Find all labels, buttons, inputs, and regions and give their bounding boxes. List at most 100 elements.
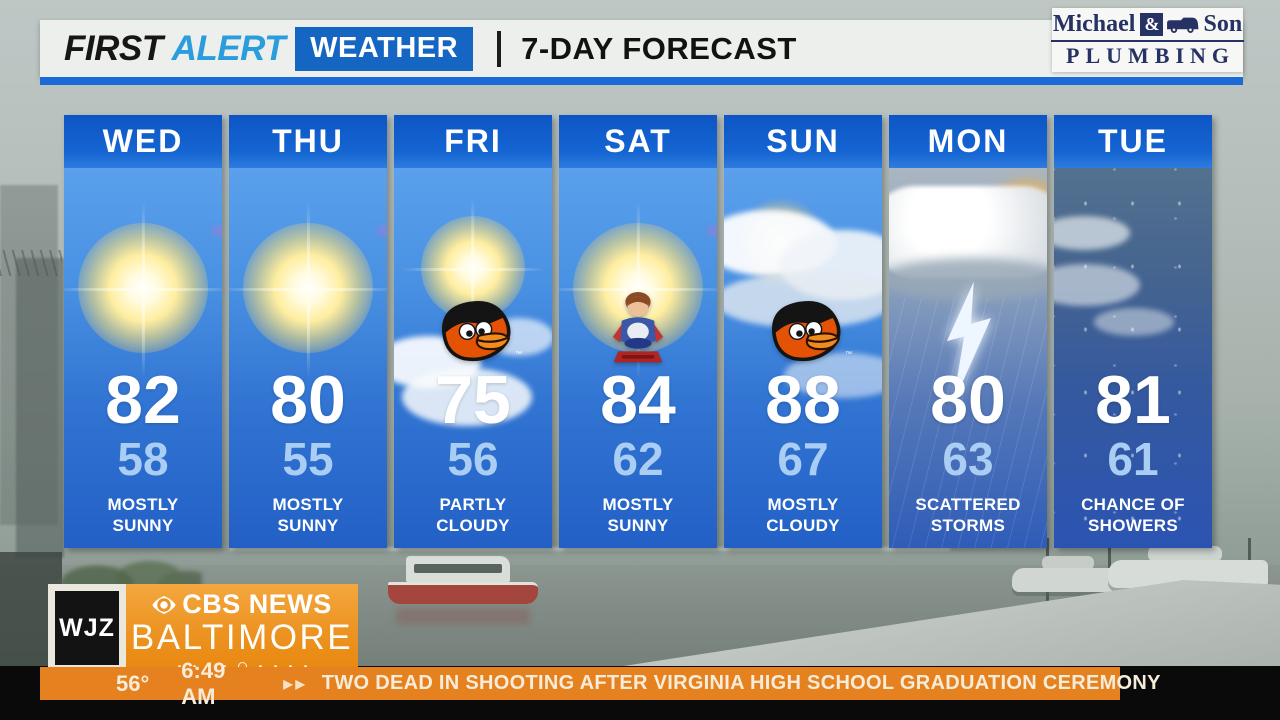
orioles-logo: ™: [760, 288, 852, 366]
low-temp: 63: [942, 433, 994, 486]
brand-alert: ALERT: [171, 28, 286, 68]
rooftop-lattice: [0, 250, 62, 276]
forecast-column-thu: THU 80 55 MOSTLY SUNNY: [229, 115, 387, 548]
ticker-arrows-icon: ▶▶: [283, 676, 308, 691]
rain-streaks: [889, 298, 1047, 548]
page-title: 7-DAY FORECAST: [521, 30, 797, 66]
rain-drops: [1054, 168, 1212, 548]
day-label: SAT: [559, 115, 717, 168]
lens-flare: [212, 226, 222, 236]
low-temp: 61: [1107, 433, 1159, 486]
condition-label: MOSTLY CLOUDY: [766, 495, 840, 535]
condition-label: PARTLY CLOUDY: [436, 495, 510, 535]
sponsor-name-right: Son: [1203, 11, 1243, 37]
cbs-news-row: CBS NEWS: [152, 589, 332, 620]
sponsor-name-left: Michael: [1052, 11, 1136, 37]
dot: [177, 665, 181, 668]
wjz-badge: WJZ: [48, 584, 126, 672]
temps-block: 81 61 CHANCE OF SHOWERS: [1077, 361, 1189, 536]
divider-bar: [497, 30, 502, 67]
dot: [258, 665, 262, 668]
market-name: BALTIMORE: [130, 618, 354, 657]
sky-panel-showers: 81 61 CHANCE OF SHOWERS: [1054, 168, 1212, 548]
dock-railing: [230, 547, 950, 551]
orioles-bird-icon: [441, 300, 511, 361]
condition-label: MOSTLY SUNNY: [602, 495, 674, 535]
low-temp: 58: [117, 433, 169, 486]
orioles-logo: ™: [430, 288, 522, 366]
forecast-column-fri: FRI: [394, 115, 552, 548]
first-alert-weather-logo: FIRST ALERT WEATHER: [64, 26, 474, 71]
temps-block: ™ 88 67 MOSTLY CLOUDY: [747, 288, 859, 536]
network-name: CBS NEWS: [182, 589, 332, 619]
sky-panel-storm: 80 63 SCATTERED STORMS: [889, 168, 1047, 548]
yacht: [1148, 546, 1222, 562]
bobblehead-icon: [612, 291, 664, 362]
day-label: TUE: [1054, 115, 1212, 168]
tour-boat: [388, 556, 538, 628]
low-temp: 55: [282, 433, 334, 486]
temps-block: 84 62 MOSTLY SUNNY: [582, 288, 694, 536]
low-temp: 62: [612, 433, 664, 486]
dot: [288, 665, 292, 668]
forecast-column-wed: WED 82 58 MOSTLY SUNNY: [64, 115, 222, 548]
high-temp: 80: [270, 361, 346, 438]
trademark-mark: ™: [845, 350, 852, 358]
orioles-bird-icon: [771, 300, 841, 361]
forecast-column-mon: MON 80 63 SCATTERED STORMS: [889, 115, 1047, 548]
condition-label: MOSTLY SUNNY: [107, 495, 179, 535]
temps-block: 80 63 SCATTERED STORMS: [912, 361, 1024, 536]
header-accent-line: [40, 77, 1243, 85]
yacht: [1042, 556, 1094, 570]
cloud-icon: [402, 368, 532, 426]
low-temp: 56: [447, 433, 499, 486]
day-label: SUN: [724, 115, 882, 168]
lens-flare: [707, 226, 717, 236]
sponsor-logo: Michael & Son PLUMBING: [1050, 8, 1245, 72]
brand-first: FIRST: [64, 28, 163, 68]
forecast-board: WED 82 58 MOSTLY SUNNY THU 80 55 M: [64, 115, 1212, 548]
ticker-headline: TWO DEAD IN SHOOTING AFTER VIRGINIA HIGH…: [321, 672, 1161, 694]
boat-reflection: [396, 608, 530, 624]
sun-icon: [229, 223, 387, 353]
boat-hull: [388, 582, 538, 604]
day-label: THU: [229, 115, 387, 168]
high-temp: 82: [105, 361, 181, 438]
cloud-icon: [1094, 308, 1174, 336]
city-building: [16, 258, 64, 558]
sky-panel-sunny: 82 58 MOSTLY SUNNY: [64, 168, 222, 548]
high-temp: 75: [435, 361, 511, 438]
condition-label: SCATTERED STORMS: [915, 495, 1021, 535]
sun-icon: [64, 223, 222, 353]
dot: [192, 665, 196, 668]
dot: [273, 665, 277, 668]
storm-cloud-base: [889, 258, 1047, 300]
sky-panel-sunny: 84 62 MOSTLY SUNNY: [559, 168, 717, 548]
sky-panel-mostly-cloudy: ™ 88 67 MOSTLY CLOUDY: [724, 168, 882, 548]
trademark-mark: ™: [515, 350, 522, 358]
station-call-letters: WJZ: [59, 613, 115, 642]
sky-panel-partly-cloudy: ™ 75 56 PARTLY CLOUDY: [394, 168, 552, 548]
truck-icon: [1167, 17, 1199, 33]
forecast-column-sat: SAT: [559, 115, 717, 548]
condition-label: MOSTLY SUNNY: [272, 495, 344, 535]
current-time: 6:49 AM: [181, 657, 226, 709]
current-temp: 56°: [116, 670, 150, 696]
high-temp: 80: [930, 361, 1006, 438]
header-bar: FIRST ALERT WEATHER 7-DAY FORECAST: [40, 20, 1243, 77]
wjz-badge-inner: WJZ: [55, 591, 119, 665]
forecast-column-tue: TUE 81 61 CHANCE OF SHOWERS: [1054, 115, 1212, 548]
temps-block: 80 55 MOSTLY SUNNY: [252, 361, 364, 536]
cbs-eye-icon: [152, 595, 176, 614]
station-bug: WJZ CBS NEWS BALTIMORE: [48, 584, 358, 672]
lens-flare: [377, 226, 387, 236]
cloud-icon: [1054, 216, 1130, 250]
sponsor-name-row: Michael & Son: [1050, 11, 1245, 42]
low-temp: 67: [777, 433, 829, 486]
high-temp: 84: [600, 361, 676, 438]
temps-block: 82 58 MOSTLY SUNNY: [87, 361, 199, 536]
high-temp: 81: [1095, 361, 1171, 438]
brand-weather: WEATHER: [295, 26, 474, 71]
sponsor-tagline: PLUMBING: [1066, 43, 1235, 68]
